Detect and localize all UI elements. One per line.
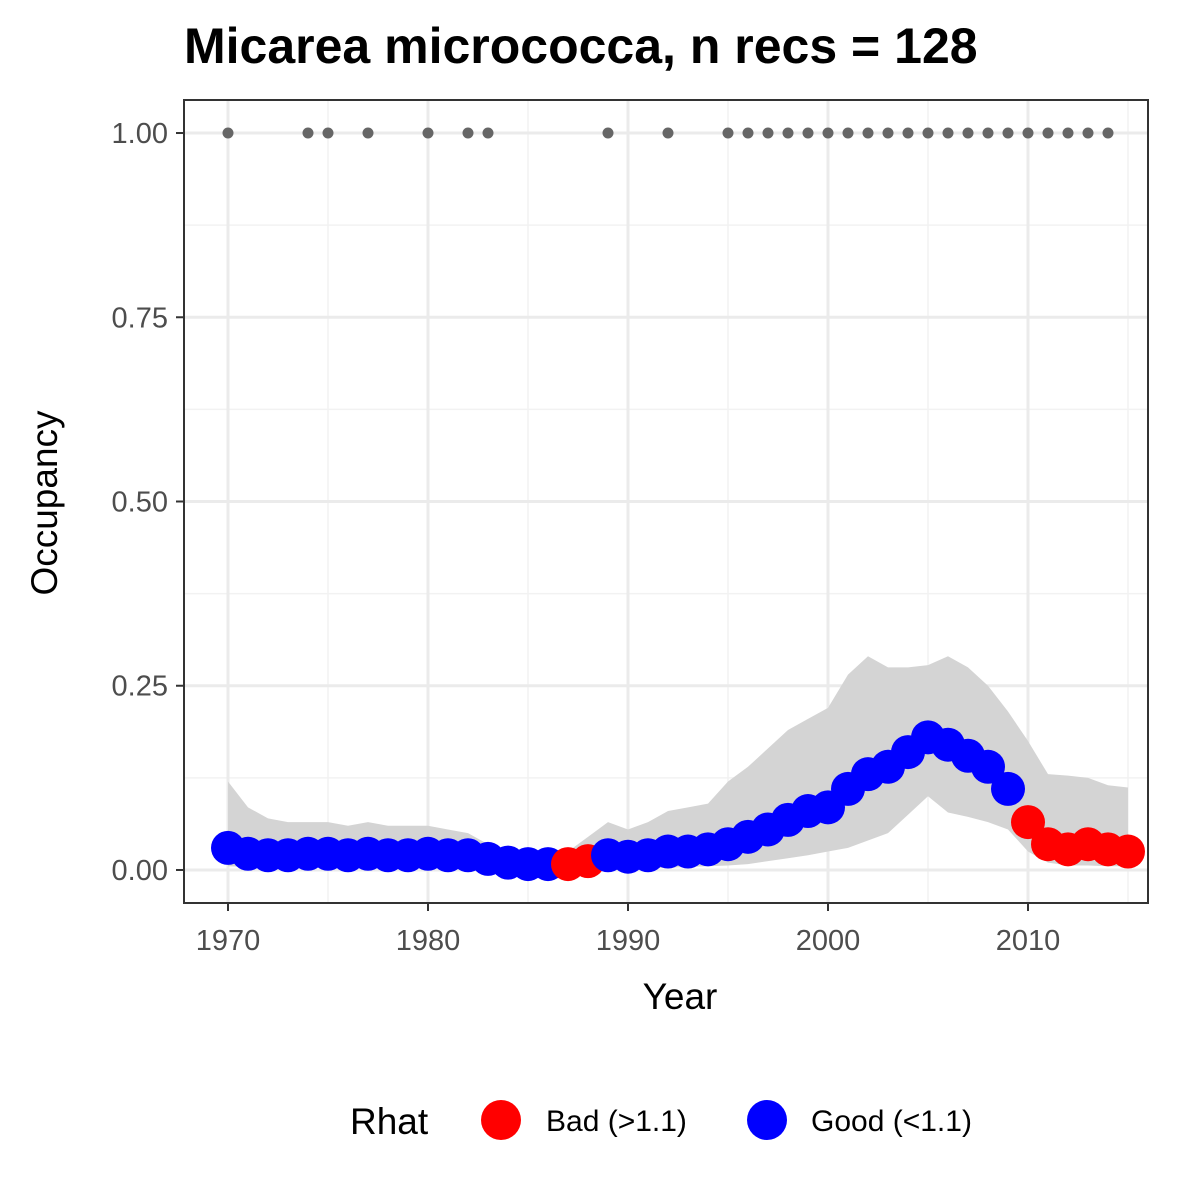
x-tick-label: 1990: [596, 925, 661, 957]
legend-key-bad: [481, 1100, 521, 1140]
record-point: [322, 127, 334, 139]
record-point: [1042, 127, 1054, 139]
x-tick-label: 1980: [396, 925, 461, 957]
record-point: [482, 127, 494, 139]
record-point: [302, 127, 314, 139]
chart-title: Micarea micrococca, n recs = 128: [184, 18, 978, 74]
record-point: [822, 127, 834, 139]
legend-title: Rhat: [350, 1101, 429, 1142]
occupancy-point: [1011, 805, 1045, 840]
x-axis: 1970 1980 1990 2000 2010: [196, 903, 1061, 957]
y-tick-label: 1.00: [112, 118, 168, 150]
legend-label-good: Good (<1.1): [811, 1105, 972, 1138]
occupancy-points: [211, 720, 1145, 882]
x-axis-title: Year: [643, 976, 718, 1017]
record-point: [762, 127, 774, 139]
record-points: [222, 127, 1114, 139]
record-point: [802, 127, 814, 139]
occupancy-point: [971, 749, 1005, 784]
y-tick-label: 0.25: [112, 671, 168, 703]
record-point: [222, 127, 234, 139]
record-point: [1082, 127, 1094, 139]
y-axis: 0.00 0.25 0.50 0.75 1.00: [112, 118, 184, 887]
record-point: [882, 127, 894, 139]
record-point: [742, 127, 754, 139]
record-point: [1002, 127, 1014, 139]
record-point: [902, 127, 914, 139]
record-point: [462, 127, 474, 139]
record-point: [962, 127, 974, 139]
credible-interval-band: [228, 656, 1128, 870]
x-tick-label: 2010: [996, 925, 1061, 957]
occupancy-point: [991, 771, 1025, 806]
record-point: [842, 127, 854, 139]
y-tick-label: 0.50: [112, 487, 168, 519]
y-tick-label: 0.75: [112, 302, 168, 334]
legend-key-good: [747, 1100, 787, 1140]
record-point: [422, 127, 434, 139]
legend: Rhat Bad (>1.1) Good (<1.1): [350, 1100, 972, 1142]
legend-label-bad: Bad (>1.1): [546, 1105, 687, 1138]
record-point: [922, 127, 934, 139]
record-point: [1022, 127, 1034, 139]
record-point: [862, 127, 874, 139]
credible-interval-ribbon: [228, 656, 1128, 870]
record-point: [942, 127, 954, 139]
record-point: [1102, 127, 1114, 139]
y-tick-label: 0.00: [112, 855, 168, 887]
record-point: [1062, 127, 1074, 139]
record-point: [362, 127, 374, 139]
record-point: [982, 127, 994, 139]
record-point: [662, 127, 674, 139]
x-tick-label: 2000: [796, 925, 861, 957]
occupancy-point: [1111, 834, 1145, 869]
y-axis-title: Occupancy: [24, 410, 65, 596]
record-point: [602, 127, 614, 139]
x-tick-label: 1970: [196, 925, 261, 957]
record-point: [782, 127, 794, 139]
record-point: [722, 127, 734, 139]
